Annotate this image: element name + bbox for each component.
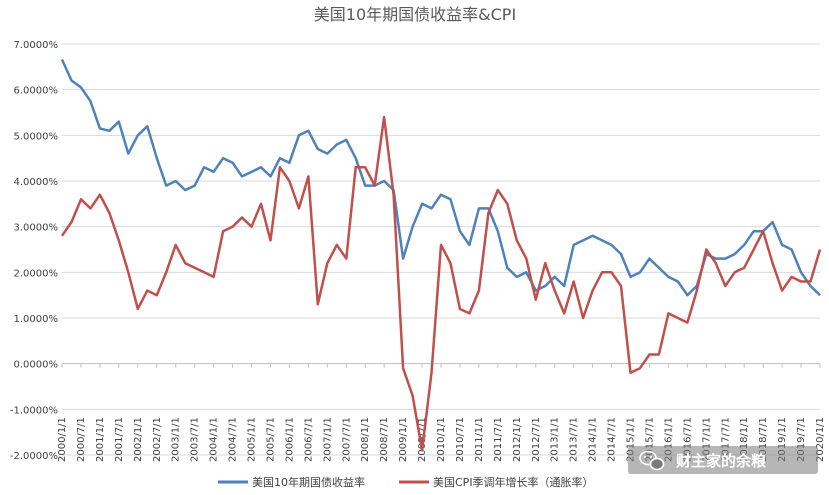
wechat-bubbles-icon xyxy=(639,450,665,471)
legend-label: 美国10年期国债收益率 xyxy=(252,475,365,489)
x-tick-label: 2000/7/1 xyxy=(76,417,87,462)
x-tick-label: 2011/1/1 xyxy=(474,417,485,462)
x-tick-label: 2001/7/1 xyxy=(114,417,125,462)
x-tick-label: 2017/7/1 xyxy=(720,417,731,462)
x-tick-label: 2008/7/1 xyxy=(379,417,390,462)
x-tick-label: 2003/1/1 xyxy=(171,417,182,462)
y-tick-label: 7.0000% xyxy=(14,40,59,51)
x-tick-label: 2016/1/1 xyxy=(663,417,674,462)
chart-title: 美国10年期国债收益率&CPI xyxy=(314,5,516,24)
y-tick-label: 0.0000% xyxy=(14,360,59,371)
x-tick-label: 2007/7/1 xyxy=(341,417,352,462)
x-tick-label: 2013/7/1 xyxy=(569,417,580,462)
x-tick-label: 2011/7/1 xyxy=(493,417,504,462)
legend-label: 美国CPI季调年增长率（通胀率） xyxy=(433,475,594,489)
x-tick-label: 2010/1/1 xyxy=(436,417,447,462)
x-tick-label: 2008/1/1 xyxy=(360,417,371,462)
x-tick-label: 2006/1/1 xyxy=(284,417,295,462)
x-tick-label: 2002/1/1 xyxy=(133,417,144,462)
series-line xyxy=(60,115,822,452)
x-tick-label: 2019/7/1 xyxy=(796,417,807,462)
y-tick-label: 3.0000% xyxy=(14,223,59,234)
x-axis: 2000/1/1 2000/7/1 2001/1/1 2001/7/1 2002/1/1… xyxy=(57,363,826,462)
x-tick-label: 2005/1/1 xyxy=(247,417,258,462)
x-tick-label: 2002/7/1 xyxy=(152,417,163,462)
x-tick-label: 2014/1/1 xyxy=(588,417,599,462)
x-tick-label: 2017/1/1 xyxy=(701,417,712,462)
x-tick-label: 2013/1/1 xyxy=(550,417,561,462)
y-tick-label: 1.0000% xyxy=(14,314,59,325)
y-tick-label: 2.0000% xyxy=(14,268,59,279)
x-tick-label: 2018/7/1 xyxy=(758,417,769,462)
watermark-text: 财主家的余粮 xyxy=(676,452,767,470)
watermark-backdrop xyxy=(628,446,818,474)
series-lines xyxy=(60,58,822,452)
y-tick-label: 6.0000% xyxy=(14,86,59,97)
y-tick-label: 5.0000% xyxy=(14,131,59,142)
x-tick-label: 2009/1/1 xyxy=(398,417,409,462)
x-tick-label: 2001/1/1 xyxy=(95,417,106,462)
y-axis: 7.0000% 6.0000% 5.0000% 4.0000% 3.0000% 2.000… xyxy=(10,40,58,462)
watermark: 财主家的余粮 xyxy=(628,446,818,474)
x-tick-label: 2012/1/1 xyxy=(512,417,523,462)
x-tick-label: 2003/7/1 xyxy=(190,417,201,462)
y-tick-label: 4.0000% xyxy=(14,177,59,188)
x-tick-label: 2018/1/1 xyxy=(739,417,750,462)
x-tick-label: 2016/7/1 xyxy=(682,417,693,462)
y-tick-label: -1.0000% xyxy=(10,405,58,416)
legend: 美国10年期国债收益率 美国CPI季调年增长率（通胀率） xyxy=(218,475,594,489)
x-tick-label: 2000/1/1 xyxy=(57,417,68,462)
x-tick-label: 2015/7/1 xyxy=(644,417,655,462)
x-tick-label: 2019/1/1 xyxy=(777,417,788,462)
y-tick-label: -2.0000% xyxy=(10,451,58,462)
x-tick-label: 2006/7/1 xyxy=(303,417,314,462)
x-tick-label: 2004/1/1 xyxy=(209,417,220,462)
series-line xyxy=(60,58,821,297)
x-tick-label: 2007/1/1 xyxy=(322,417,333,462)
x-tick-label: 2010/7/1 xyxy=(455,417,466,462)
x-tick-label: 2015/1/1 xyxy=(626,417,637,462)
x-tick-label: 2012/7/1 xyxy=(531,417,542,462)
x-tick-label: 2020/1/1 xyxy=(815,417,826,462)
x-tick-label: 2004/7/1 xyxy=(228,417,239,462)
x-tick-label: 2014/7/1 xyxy=(607,417,618,462)
x-tick-label: 2005/7/1 xyxy=(265,417,276,462)
